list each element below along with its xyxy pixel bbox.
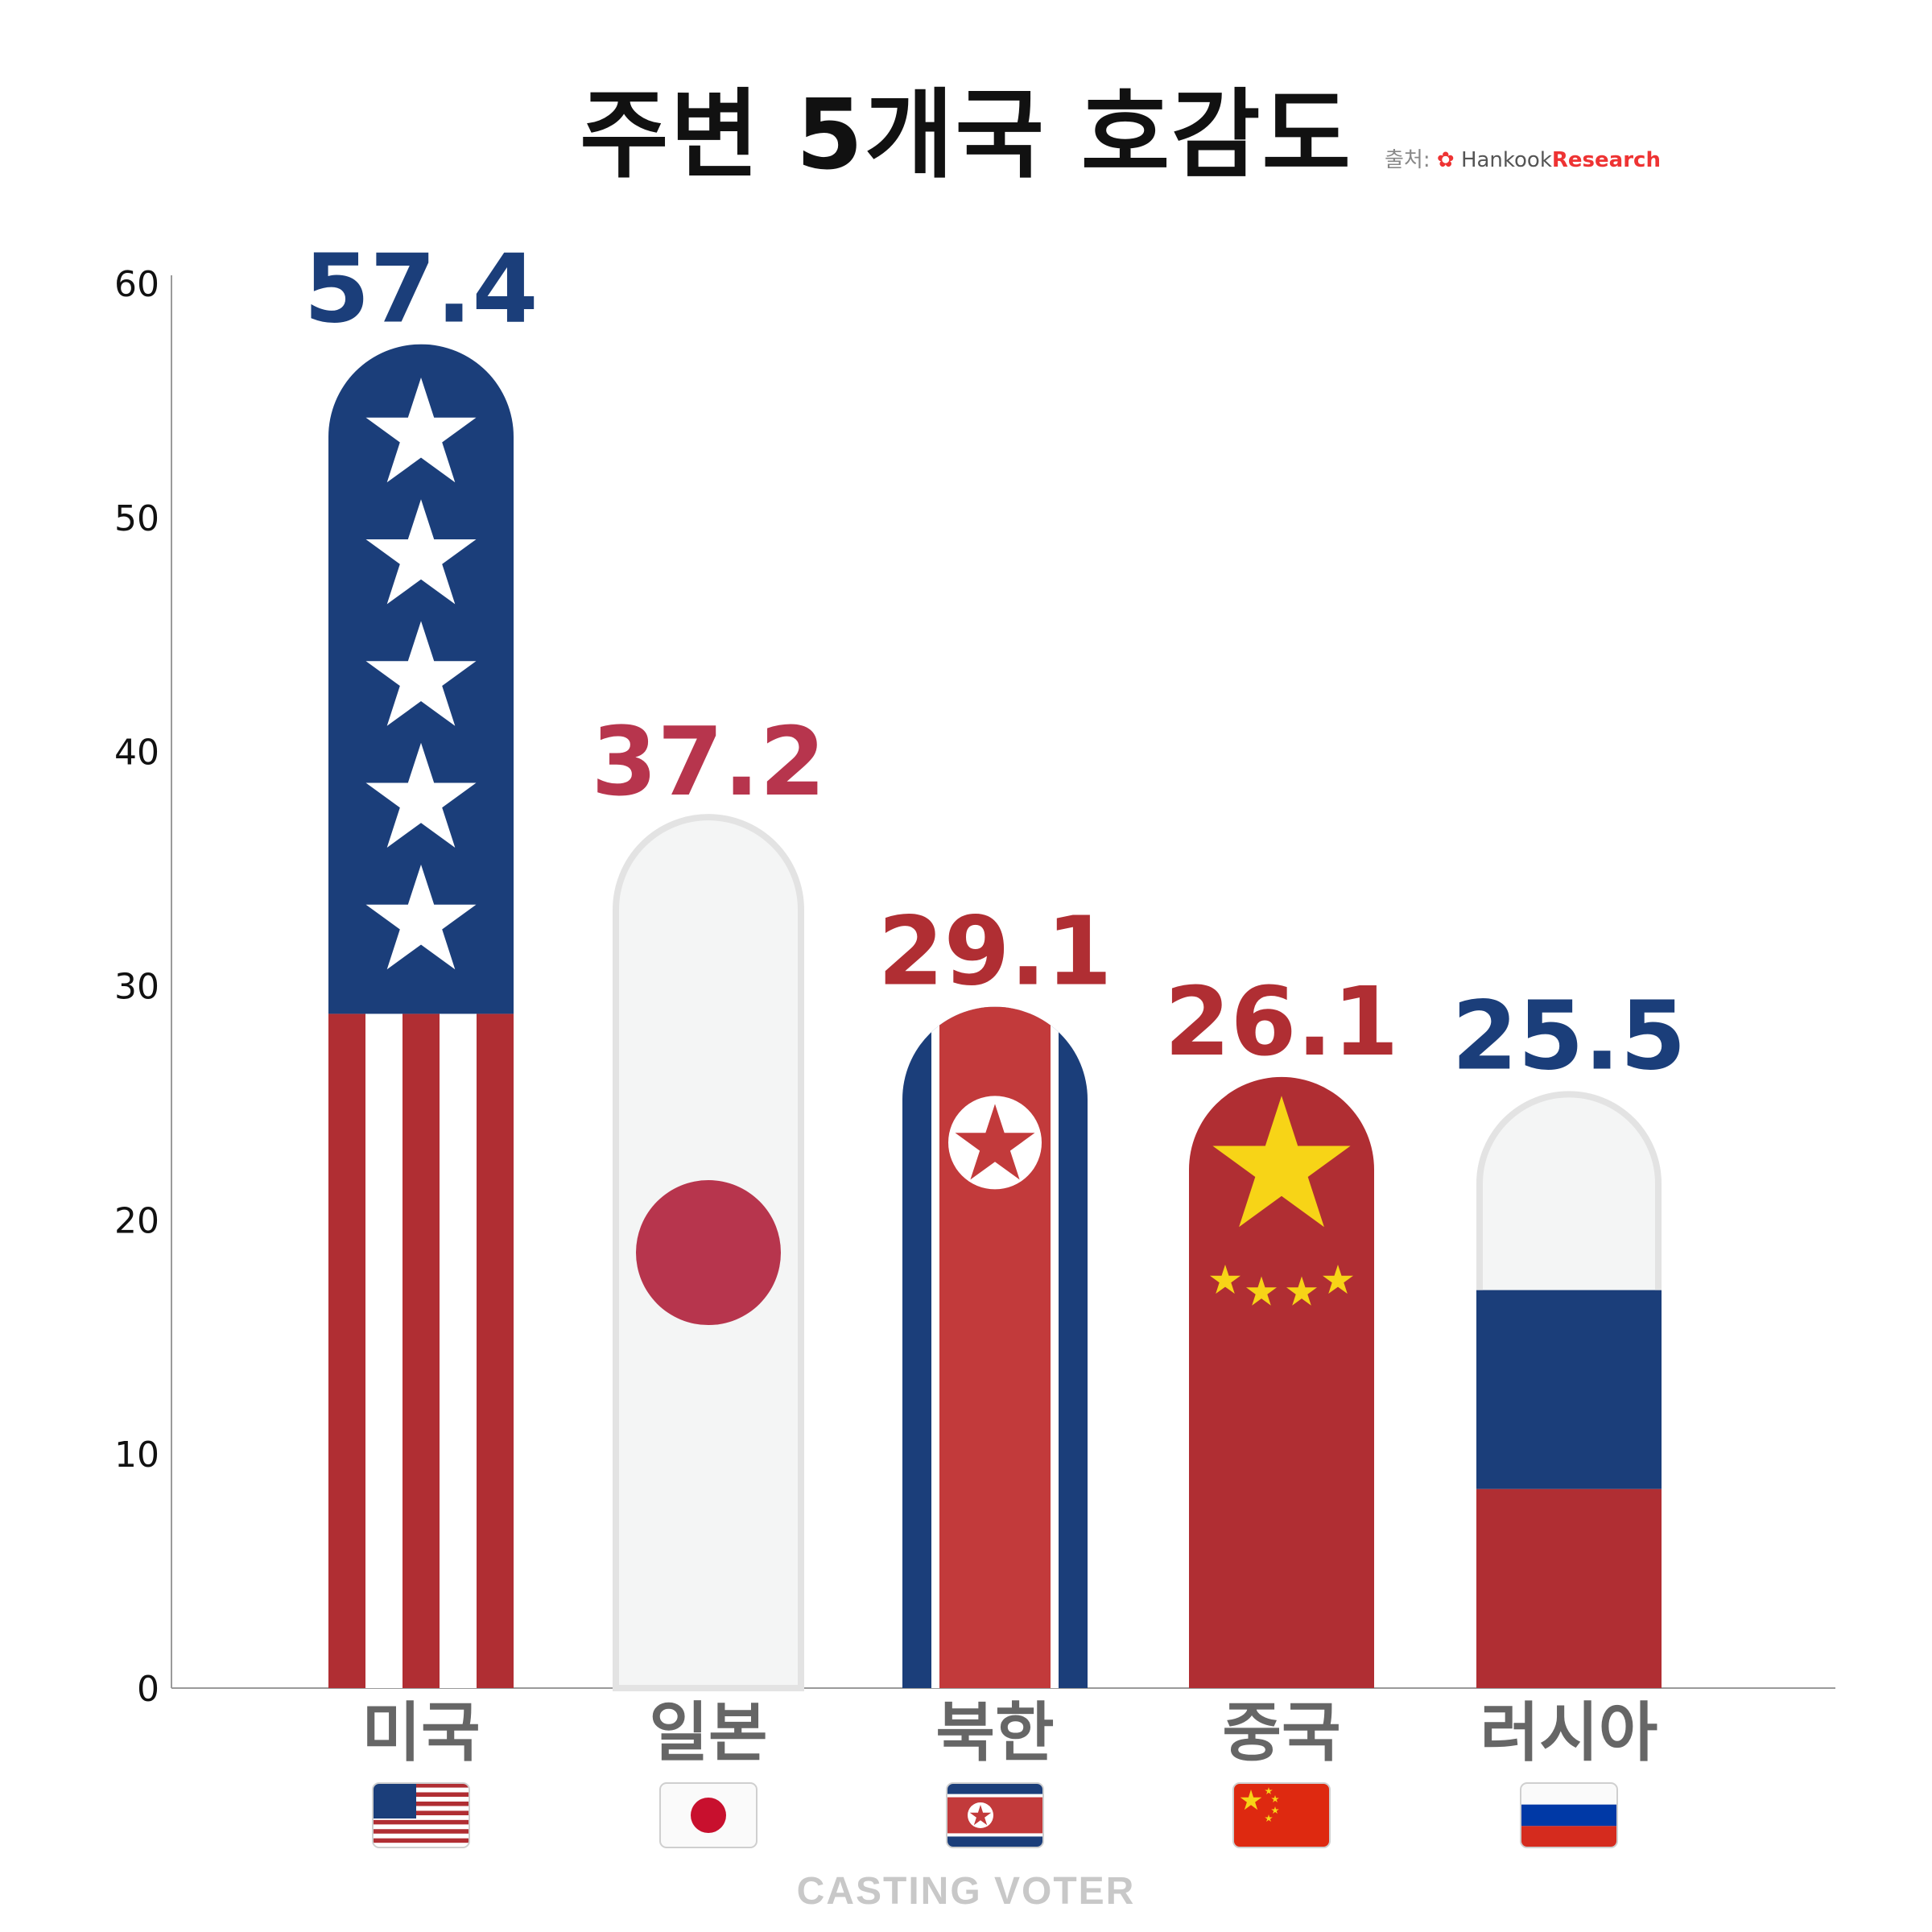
chart-title: 주변 5개국 호감도: [580, 80, 1352, 192]
data-label: 26.1: [1164, 966, 1398, 1077]
category-label: 북한: [935, 1695, 1054, 1770]
flag-icon-japan-flag: [659, 1782, 758, 1848]
small-star-icon: [1323, 1265, 1353, 1294]
blue-band: [1476, 1290, 1662, 1489]
y-tick-label: 60: [114, 264, 159, 305]
bar-china-flag: [1189, 1076, 1374, 1688]
bar-usa-flag: [328, 344, 514, 1688]
bar-north-korea-flag: [902, 1006, 1088, 1688]
star-icon: [365, 621, 477, 726]
flag-icon-china-flag: [1232, 1782, 1331, 1848]
source-label: 출처:: [1385, 148, 1430, 172]
red-stripe: [328, 1013, 365, 1688]
star-icon: [955, 1104, 1035, 1180]
data-label: 29.1: [877, 896, 1112, 1007]
red-band: [1476, 1488, 1662, 1688]
owl-logo-icon: ✿: [1436, 148, 1455, 172]
bar-russia-flag: [1476, 1091, 1662, 1688]
small-star-icon: [1286, 1276, 1317, 1306]
y-tick-label: 40: [114, 733, 159, 774]
star-icon: [365, 742, 477, 848]
sun-disc-icon: [636, 1180, 781, 1326]
data-label: 25.5: [1451, 980, 1686, 1091]
flag-icon-russia-flag: [1520, 1782, 1618, 1848]
big-star-icon: [1212, 1096, 1351, 1228]
y-tick-label: 50: [114, 498, 159, 539]
small-star-icon: [1210, 1265, 1241, 1294]
star-icon: [365, 499, 477, 605]
casting-voter-logo: CASTING VOTER: [796, 1870, 1136, 1913]
bar-outline: [1476, 1091, 1662, 1290]
category-label: 중국: [1222, 1695, 1340, 1770]
y-tick-label: 30: [114, 967, 159, 1008]
source-credit: 출처: ✿ HankookResearch: [1385, 143, 1661, 173]
category-label: 일본: [649, 1695, 767, 1770]
category-label: 러시아: [1480, 1695, 1658, 1770]
category-label: 미국: [361, 1695, 480, 1770]
star-icon: [365, 378, 477, 483]
red-stripe: [402, 1013, 440, 1688]
bar-japan-flag: [613, 814, 804, 1691]
data-label: 57.4: [303, 233, 538, 345]
y-tick-label: 0: [137, 1669, 159, 1710]
bar-body: [1189, 1076, 1374, 1688]
flag-icon-usa-flag: [372, 1782, 470, 1848]
source-brand-research: Research: [1551, 148, 1661, 172]
data-label: 37.2: [591, 706, 825, 817]
red-stripe: [477, 1013, 514, 1688]
small-star-icon: [1246, 1276, 1277, 1306]
y-tick-label: 10: [114, 1435, 159, 1476]
flag-icon-north-korea-flag: [946, 1782, 1044, 1848]
y-tick-label: 20: [114, 1200, 159, 1241]
white-band: [1476, 1091, 1662, 1290]
source-brand-hankook: Hankook: [1460, 148, 1552, 172]
star-icon: [365, 865, 477, 970]
